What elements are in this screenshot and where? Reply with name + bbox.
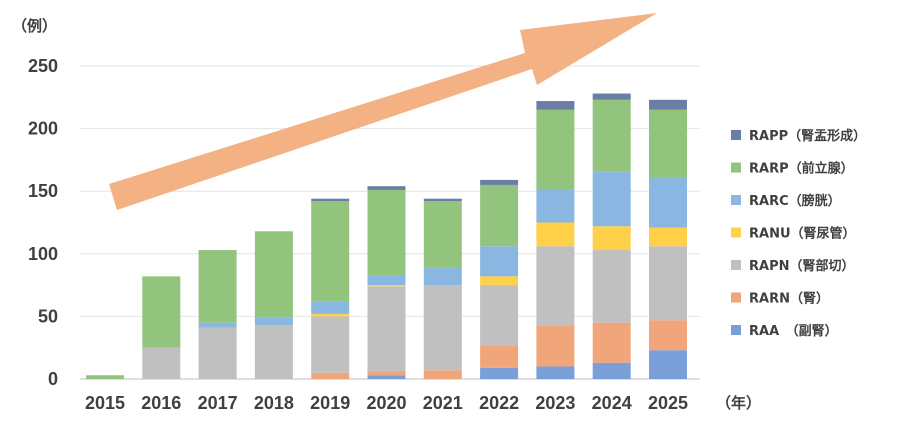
legend-label: RARP（前立腺） [749,161,854,177]
bar-segment [367,186,406,190]
bar-segment [423,267,462,286]
legend-swatch [731,325,741,335]
bar-segment [367,285,406,287]
bar-segment [592,250,631,323]
bar-segment [311,201,350,302]
x-tick-label: 2020 [366,393,406,413]
x-tick-label: 2019 [310,393,350,413]
bar-segment [198,322,237,328]
bar-segment [649,227,687,247]
bar-segment [480,246,519,277]
bar-segment [536,101,575,110]
bar-segment [536,109,575,190]
x-tick-label: 2025 [648,393,688,413]
trend-arrow-shape [109,13,657,210]
bar-segment [311,198,350,202]
legend-label: RARC（膀胱） [749,193,841,209]
y-tick-label: 100 [28,244,58,264]
y-tick-label: 50 [38,306,58,326]
x-axis-ticks: 2015 2016 2017 2018 2019 2020 2021 2022 2023 2024… [85,393,688,413]
bar-segment [86,375,124,379]
bar-segment [142,276,181,348]
legend-swatch [731,162,741,173]
legend: RAPP（腎盂形成） RARP（前立腺） RARC（膀胱） RANU（腎尿管） RAPN… [731,128,866,339]
bar-segment [423,285,462,371]
bar-segment [254,317,293,326]
y-tick-label: 250 [28,56,58,76]
legend-swatch [731,130,741,140]
bar-segment [254,325,293,379]
y-unit-label: （例） [12,17,57,35]
bar-segment [536,222,575,247]
x-tick-label: 2022 [479,393,519,413]
bar-segment [649,99,687,110]
legend-label: RANU（腎尿管） [749,226,856,242]
x-tick-label: 2015 [85,393,125,413]
bar-segment [480,367,519,379]
x-tick-label: 2018 [254,393,294,413]
y-axis-ticks: 0 50 100 150 200 250 [28,56,58,389]
legend-swatch [731,260,741,270]
legend-swatch [731,195,741,205]
x-tick-label: 2024 [592,393,632,413]
bar-segment [592,99,631,172]
bar-segment [480,345,519,368]
bar-segment [649,246,687,321]
bar-segment [367,275,406,286]
y-tick-label: 200 [28,119,58,139]
bar-segment [536,366,575,379]
x-tick-label: 2023 [535,393,575,413]
bar-segment [649,350,687,379]
bar-segment [254,231,293,318]
x-tick-label: 2016 [141,393,181,413]
bar-segment [592,171,631,227]
x-unit-label: （年） [716,394,761,412]
legend-label: RARN（腎） [749,291,829,307]
bar-segment [592,226,631,251]
bar-segment [592,362,631,379]
bar-segment [480,179,519,185]
bar-segment [536,246,575,326]
trend-arrow [109,13,657,210]
bar-segment [536,325,575,367]
legend-label: RAPN（腎部切） [749,258,854,274]
bars [86,93,687,379]
bar-segment [592,93,631,100]
bar-segment [649,320,687,351]
bar-segment [592,322,631,363]
legend-label: RAPP（腎盂形成） [749,128,866,144]
bar-segment [198,327,237,379]
bar-segment [142,347,181,379]
x-tick-label: 2021 [423,393,463,413]
bar-segment [367,286,406,372]
legend-label: RAA （副腎） [749,323,838,339]
bar-segment [649,177,687,228]
bar-segment [480,285,519,346]
bar-segment [198,250,237,323]
legend-swatch [731,292,741,303]
bar-segment [423,201,462,268]
bar-segment [367,371,406,376]
x-tick-label: 2017 [198,393,238,413]
bar-segment [480,184,519,247]
bar-segment [649,109,687,178]
bar-segment [423,198,462,202]
bar-segment [423,370,462,379]
bar-segment [536,189,575,223]
bar-segment [367,189,406,276]
y-tick-label: 150 [28,181,58,201]
bar-segment [311,372,350,379]
legend-swatch [731,227,741,238]
bar-segment [311,301,350,314]
bar-segment [480,276,519,286]
bar-segment [367,375,406,379]
bar-segment [311,316,350,373]
bar-segment [311,313,350,317]
y-tick-label: 0 [48,369,58,389]
